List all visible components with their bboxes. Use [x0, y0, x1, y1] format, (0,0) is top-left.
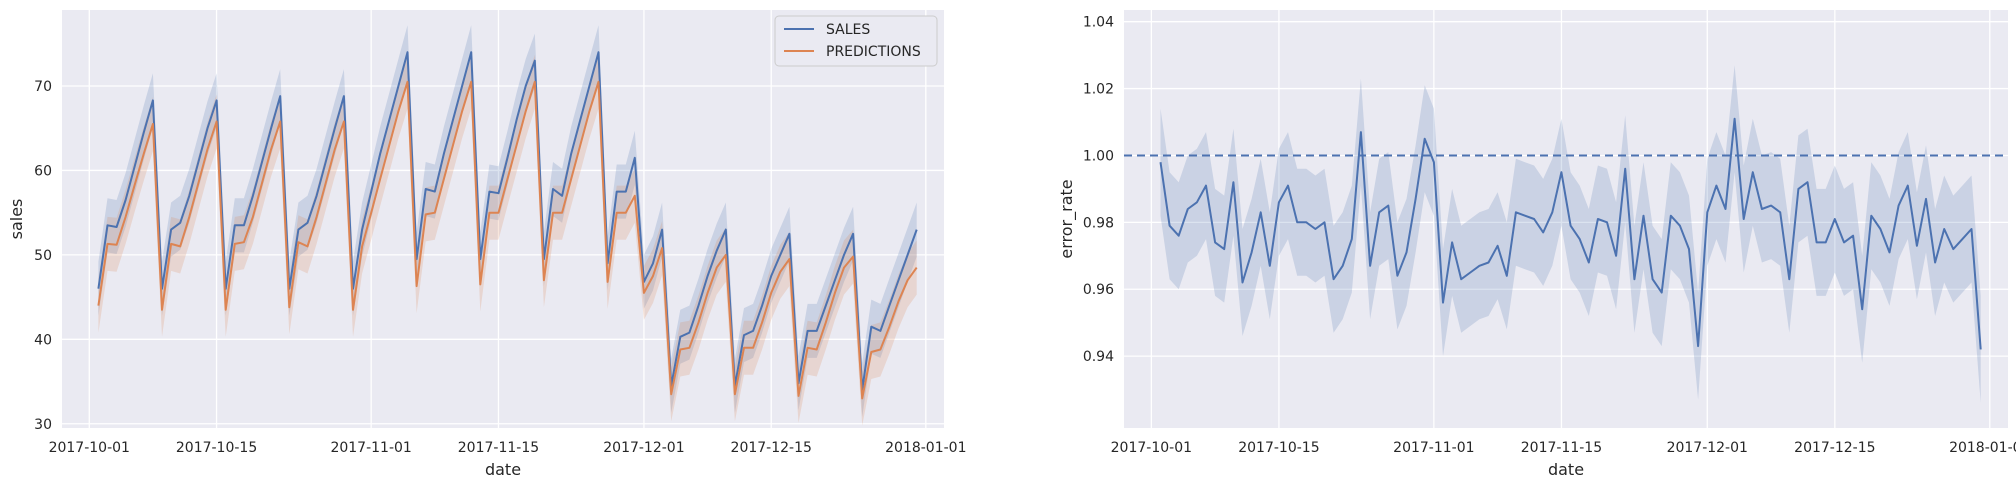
x-tick-label: 2017-12-15: [1794, 440, 1875, 456]
legend-label-predictions: PREDICTIONS: [826, 44, 921, 60]
x-tick-label: 2017-11-15: [1521, 440, 1602, 456]
x-tick-label: 2017-10-01: [1111, 440, 1192, 456]
sales-chart: 2017-10-01 2017-10-15 2017-11-01 2017-11-15…: [7, 10, 967, 479]
error-rate-x-ticks: 2017-10-01 2017-10-15 2017-11-01 2017-11-15…: [1111, 440, 2016, 456]
y-tick-label: 30: [34, 417, 52, 433]
error-rate-confidence-bands: [1160, 65, 1981, 403]
y-tick-label: 0.98: [1083, 215, 1114, 231]
error-rate-y-ticks: 0.94 0.96 0.98 1.00 1.02 1.04: [1083, 15, 1114, 365]
y-tick-label: 0.94: [1083, 349, 1114, 365]
y-tick-label: 70: [34, 79, 52, 95]
series-line: [97, 51, 918, 391]
sales-x-axis-label: date: [485, 460, 521, 479]
y-tick-label: 50: [34, 248, 52, 264]
x-tick-label: 2017-11-01: [1393, 440, 1474, 456]
x-tick-label: 2018-01-01: [1949, 440, 2016, 456]
x-tick-label: 2017-12-01: [603, 440, 684, 456]
x-tick-label: 2018-01-01: [885, 440, 966, 456]
confidence-band: [1160, 65, 1981, 403]
x-tick-label: 2017-10-15: [1238, 440, 1319, 456]
y-tick-label: 60: [34, 163, 52, 179]
error-rate-y-axis-label: error_rate: [1057, 179, 1077, 258]
legend: SALES PREDICTIONS: [774, 15, 938, 67]
error-rate-series-lines: [1159, 117, 1982, 350]
sales-gridlines: [62, 10, 944, 428]
sales-y-axis-label: sales: [7, 199, 26, 240]
y-tick-label: 1.00: [1083, 148, 1114, 164]
y-tick-label: 40: [34, 332, 52, 348]
sales-x-ticks: 2017-10-01 2017-10-15 2017-11-01 2017-11-15…: [49, 440, 967, 456]
legend-label-sales: SALES: [826, 22, 870, 38]
x-tick-label: 2017-10-15: [176, 440, 257, 456]
error-rate-chart: 2017-10-01 2017-10-15 2017-11-01 2017-11-15…: [1057, 10, 2016, 479]
x-tick-label: 2017-12-15: [731, 440, 812, 456]
x-tick-label: 2017-11-01: [330, 440, 411, 456]
error-rate-plot-area: [1124, 10, 2008, 428]
y-tick-label: 1.02: [1083, 82, 1114, 98]
error-rate-x-axis-label: date: [1548, 460, 1584, 479]
series-line: [97, 80, 918, 400]
sales-series-lines: [97, 51, 918, 400]
x-tick-label: 2017-12-01: [1667, 440, 1748, 456]
y-tick-label: 1.04: [1083, 15, 1114, 31]
legend-box: [774, 15, 938, 67]
y-tick-label: 0.96: [1083, 282, 1114, 298]
sales-y-ticks: 30 40 50 60 70: [34, 79, 52, 433]
series-line: [1159, 117, 1982, 350]
x-tick-label: 2017-10-01: [49, 440, 130, 456]
x-tick-label: 2017-11-15: [458, 440, 539, 456]
